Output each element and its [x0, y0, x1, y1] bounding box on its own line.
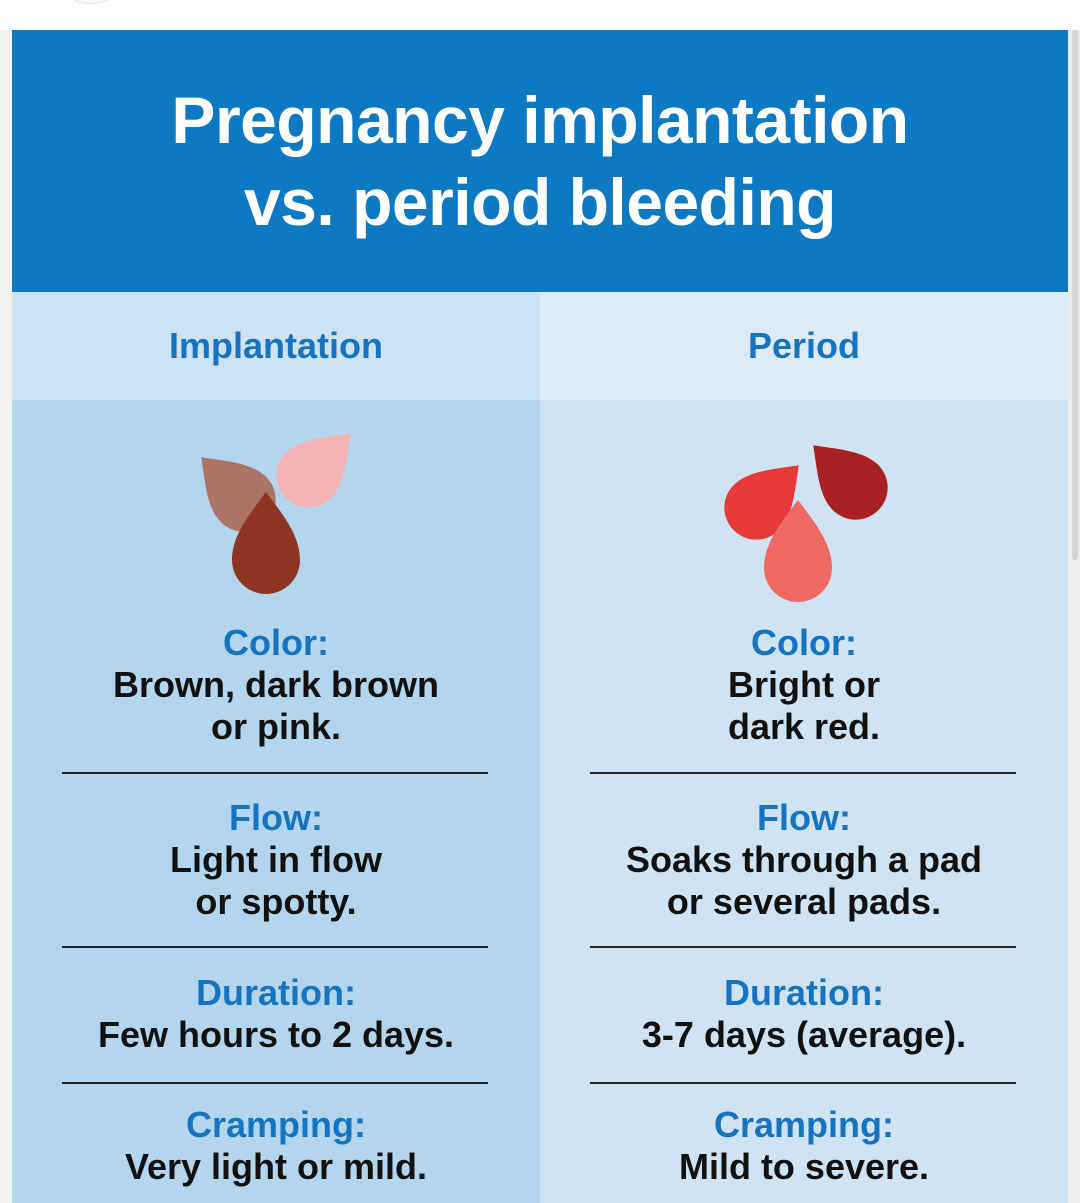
duration-value: 3-7 days (average).	[641, 1014, 967, 1055]
implantation-drops	[12, 422, 540, 602]
divider	[62, 772, 488, 774]
infographic-header: Pregnancy implantation vs. period bleedi…	[12, 30, 1068, 292]
cramping-value: Very light or mild.	[124, 1146, 428, 1187]
implantation-column: Implantation Color: Brown, dark brown or…	[12, 292, 540, 1203]
divider	[590, 1082, 1016, 1084]
title-line-2: vs. period bleeding	[244, 165, 836, 239]
duration-value: Few hours to 2 days.	[97, 1014, 455, 1055]
divider	[590, 772, 1016, 774]
duration-label: Duration:	[196, 972, 356, 1013]
duration-label: Duration:	[724, 972, 884, 1013]
top-bar	[0, 0, 1080, 30]
title-line-1: Pregnancy implantation	[171, 83, 909, 157]
flow-value-line-2: or several pads.	[666, 881, 942, 922]
implantation-color-entry: Color: Brown, dark brown or pink.	[12, 622, 540, 748]
drop-light-red	[764, 500, 832, 602]
color-value-line-2: or pink.	[210, 706, 341, 747]
drop-dark-red	[813, 445, 888, 520]
period-color-entry: Color: Bright or dark red.	[540, 622, 1068, 748]
drop-pink	[276, 433, 351, 508]
implantation-cramping-entry: Cramping: Very light or mild.	[12, 1104, 540, 1188]
top-bar-button[interactable]	[60, 0, 122, 4]
flow-label: Flow:	[229, 797, 323, 838]
cramping-value: Mild to severe.	[678, 1146, 930, 1187]
drop-bright-red	[724, 465, 799, 540]
blood-drops-icon	[201, 433, 351, 594]
color-value-line-1: Brown, dark brown	[112, 664, 440, 705]
divider	[62, 1082, 488, 1084]
period-flow-entry: Flow: Soaks through a pad or several pad…	[540, 797, 1068, 923]
infographic-card: Pregnancy implantation vs. period bleedi…	[12, 30, 1068, 1203]
implantation-flow-entry: Flow: Light in flow or spotty.	[12, 797, 540, 923]
divider	[62, 946, 488, 948]
period-column: Period Color: Bright or dark red. Flow: …	[540, 292, 1068, 1203]
flow-value-line-1: Light in flow	[170, 839, 382, 880]
flow-value-line-1: Soaks through a pad	[625, 839, 983, 880]
period-heading: Period	[540, 292, 1068, 400]
color-label: Color:	[223, 622, 329, 663]
cramping-label: Cramping:	[186, 1104, 366, 1145]
flow-label: Flow:	[757, 797, 851, 838]
implantation-heading: Implantation	[12, 292, 540, 400]
implantation-duration-entry: Duration: Few hours to 2 days.	[12, 972, 540, 1056]
color-value-line-1: Bright or	[728, 664, 880, 705]
scrollbar[interactable]	[1072, 30, 1078, 560]
color-label: Color:	[751, 622, 857, 663]
divider	[590, 946, 1016, 948]
blood-drops-icon	[724, 445, 888, 602]
period-cramping-entry: Cramping: Mild to severe.	[540, 1104, 1068, 1188]
cramping-label: Cramping:	[714, 1104, 894, 1145]
period-drops	[540, 422, 1068, 602]
period-duration-entry: Duration: 3-7 days (average).	[540, 972, 1068, 1056]
drop-dark-brown	[232, 492, 300, 594]
flow-value-line-2: or spotty.	[195, 881, 357, 922]
color-value-line-2: dark red.	[727, 706, 881, 747]
